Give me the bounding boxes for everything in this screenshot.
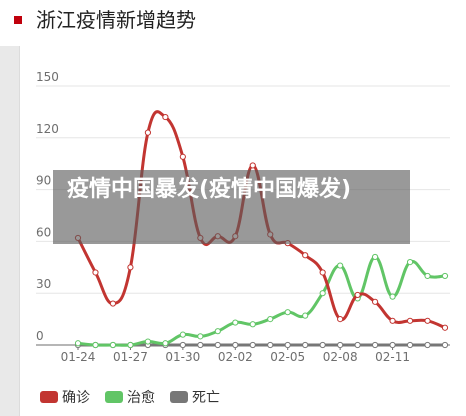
data-point [144,338,152,345]
y-tick-label: 150 [36,70,59,84]
data-point [406,317,414,324]
data-point [179,341,186,349]
legend-swatch [105,391,123,403]
data-point [354,291,361,299]
x-tick-label: 02-05 [270,350,305,364]
legend-swatch [40,391,58,403]
data-point [162,340,169,347]
data-point [302,252,309,259]
data-point [441,272,449,280]
x-tick-label: 02-11 [375,350,410,364]
data-point [179,331,186,338]
data-point [302,312,309,319]
data-point [179,153,186,160]
data-point [127,341,134,349]
overlay-text: 疫情中国暴发(疫情中国爆发) [67,177,352,202]
data-point [406,341,414,349]
data-point [319,290,326,297]
data-point [441,324,449,331]
data-point [337,341,344,349]
data-point [424,341,431,349]
data-point [424,272,431,280]
x-tick-label: 01-27 [113,350,148,364]
overlay-banner: 疫情中国暴发(疫情中国爆发) [53,170,410,244]
data-point [232,319,239,326]
y-tick-label: 60 [36,225,51,239]
data-point [144,129,152,136]
data-point [214,328,221,335]
data-point [232,341,239,349]
x-tick-label: 01-30 [165,350,200,364]
legend-label: 确诊 [62,390,90,406]
data-point [389,317,396,324]
y-tick-label: 0 [36,329,44,343]
data-point [389,341,396,349]
title-marker [14,16,22,24]
data-point [319,269,326,276]
legend-swatch [170,391,188,403]
data-point [127,264,134,271]
data-point [302,341,309,349]
data-point [92,269,99,276]
data-point [284,341,291,349]
data-point [197,341,204,349]
series-line-1 [77,255,446,347]
data-point [441,341,449,349]
y-tick-label: 120 [36,122,59,136]
data-point [371,253,379,261]
data-point [109,341,117,349]
data-point [249,162,256,169]
data-point [337,262,344,269]
data-point [214,341,221,349]
header: 浙江疫情新增趋势 [0,0,466,46]
data-point [354,341,361,349]
data-point [371,341,379,349]
data-point [197,333,204,340]
data-point [371,298,379,305]
page-title: 浙江疫情新增趋势 [36,8,196,32]
data-point [249,321,256,328]
data-point [74,340,82,347]
legend-label: 死亡 [192,390,220,406]
data-point [267,316,274,323]
y-tick-label: 30 [36,277,51,291]
data-point [267,341,274,349]
data-point [284,309,291,316]
data-point [424,317,431,324]
x-tick-label: 02-08 [323,350,358,364]
data-point [389,293,396,300]
y-tick-label: 90 [36,174,51,188]
data-point [337,316,344,323]
x-tick-label: 01-24 [61,350,96,364]
data-point [109,300,117,307]
data-point [406,259,414,266]
data-point [162,113,169,121]
legend-label: 治愈 [127,390,155,406]
data-point [319,341,326,349]
x-tick-label: 02-02 [218,350,253,364]
data-point [249,341,256,349]
data-point [92,341,99,349]
